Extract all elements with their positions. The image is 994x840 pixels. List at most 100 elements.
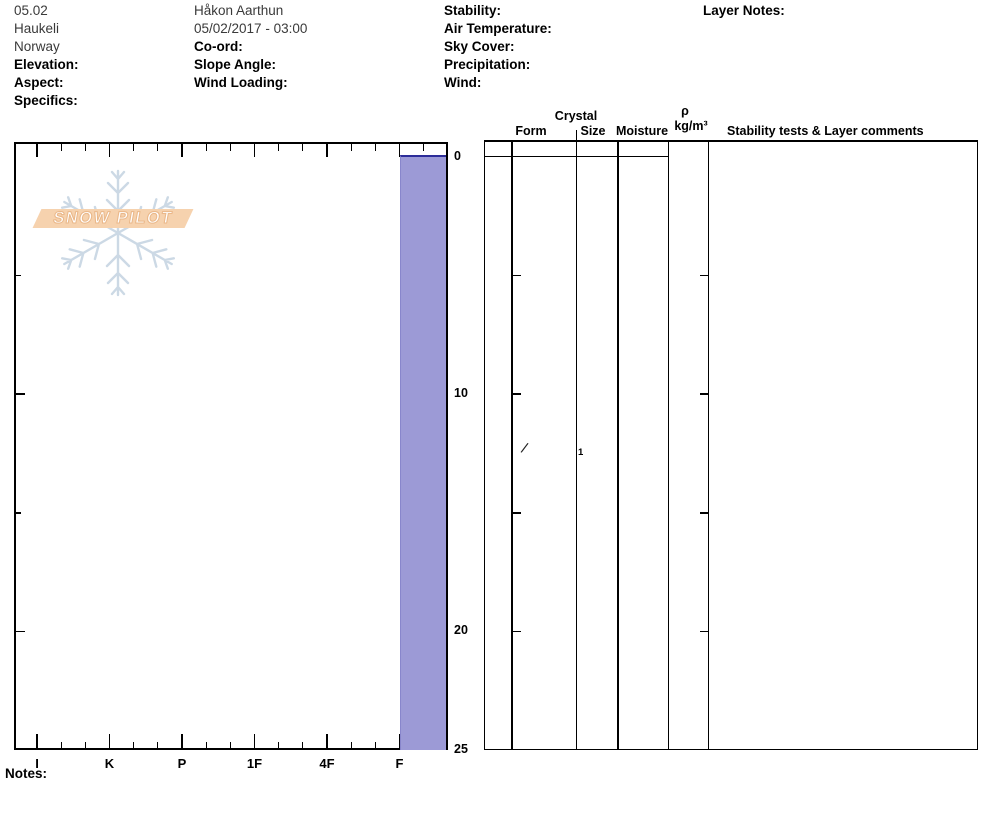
table-surface-line [483, 155, 669, 157]
hardness-tick-label: I [35, 756, 39, 771]
hardness-minor-tick [278, 144, 280, 151]
header-column-conditions: Stability: Air Temperature: Sky Cover: P… [444, 2, 552, 92]
hardness-tick-label: K [104, 756, 115, 771]
depth-tick [512, 630, 521, 633]
site-country: Norway [14, 39, 60, 54]
hardness-major-tick [326, 144, 328, 157]
depth-tick-label: 0 [454, 149, 461, 163]
header-column-layer-notes: Layer Notes: [703, 2, 785, 20]
hardness-minor-tick [84, 742, 86, 748]
hardness-major-tick [253, 734, 256, 748]
hardness-minor-tick [374, 144, 376, 151]
depth-tick [16, 393, 25, 395]
sky-cover-label: Sky Cover: [444, 39, 515, 54]
slope-angle-label: Slope Angle: [194, 57, 277, 72]
hardness-minor-tick [278, 742, 280, 748]
depth-tick-label: 25 [454, 742, 468, 756]
table-bottom-border [483, 748, 978, 750]
hardness-minor-tick [350, 144, 352, 151]
depth-tick [512, 274, 521, 277]
hardness-minor-tick [229, 144, 231, 151]
header-column-observer: Håkon Aarthun 05/02/2017 - 03:00 Co-ord:… [194, 2, 307, 92]
observer-name: Håkon Aarthun [194, 3, 284, 18]
hardness-major-tick [36, 734, 38, 748]
hardness-major-tick [398, 144, 401, 157]
comments-column-header: Stability tests & Layer comments [727, 124, 924, 138]
form-column-header: Form [515, 124, 547, 138]
site-location: Haukeli [14, 21, 60, 36]
aspect-label: Aspect: [14, 75, 64, 90]
hardness-major-tick [108, 734, 111, 748]
density-units-header: kg/m³ [674, 119, 708, 133]
specifics-label: Specifics: [14, 93, 78, 108]
hardness-tick-label: P [177, 756, 187, 771]
hardness-minor-tick [133, 144, 135, 151]
wind-label: Wind: [444, 75, 482, 90]
hardness-minor-tick [205, 144, 207, 151]
observation-datetime: 05/02/2017 - 03:00 [194, 21, 308, 36]
hardness-minor-tick [205, 742, 207, 748]
hardness-tick-label: 4F [319, 756, 335, 771]
hardness-minor-tick [302, 144, 304, 151]
hardness-minor-tick [229, 742, 231, 748]
table-divider-density [667, 140, 669, 750]
depth-tick [512, 512, 521, 514]
density-symbol-header: ρ [681, 104, 689, 118]
hardness-minor-tick [133, 742, 135, 748]
hardness-minor-tick [157, 144, 159, 151]
depth-tick [16, 630, 25, 633]
site-id: 05.02 [14, 3, 48, 18]
header-column-site: 05.02 Haukeli Norway Elevation: Aspect: … [14, 2, 79, 110]
precipitation-label: Precipitation: [444, 57, 531, 72]
hardness-tick-label: 1F [246, 756, 263, 771]
hardness-minor-tick [60, 742, 62, 748]
depth-tick [699, 274, 708, 277]
crystal-header: Crystal [554, 109, 598, 123]
depth-tick-label: 10 [454, 386, 468, 401]
depth-tick [699, 630, 708, 633]
hardness-minor-tick [302, 742, 304, 748]
hardness-major-tick [181, 144, 183, 157]
stability-label: Stability: [444, 3, 502, 18]
hardness-major-tick [326, 734, 328, 748]
notes-label: Notes: [5, 766, 48, 781]
depth-tick [699, 512, 708, 514]
hardness-tick-label: F [395, 756, 404, 771]
table-divider-size [575, 140, 577, 750]
hardness-minor-tick [374, 742, 376, 748]
coord-label: Co-ord: [194, 39, 243, 54]
snow-layer-bar [399, 155, 446, 750]
table-divider-form [511, 140, 513, 750]
grain-size-value: 1 [578, 446, 584, 458]
air-temperature-label: Air Temperature: [444, 21, 552, 36]
table-left-border [483, 140, 485, 750]
form-size-header-tick [575, 130, 577, 140]
depth-tick-label: 20 [454, 623, 468, 638]
depth-tick [512, 393, 521, 395]
depth-tick [699, 393, 708, 395]
hardness-major-tick [253, 144, 256, 157]
moisture-column-header: Moisture [615, 124, 669, 138]
profile-chart-frame [14, 142, 448, 750]
table-divider-comments [707, 140, 709, 750]
grain-form-symbol: / [519, 439, 530, 457]
hardness-minor-tick [157, 742, 159, 748]
depth-tick [16, 274, 21, 277]
hardness-major-tick [108, 144, 111, 157]
layer-notes-label: Layer Notes: [703, 3, 785, 18]
depth-tick [16, 512, 21, 514]
hardness-minor-tick [423, 144, 425, 151]
table-top-border [483, 140, 978, 142]
hardness-major-tick [181, 734, 183, 748]
hardness-minor-tick [84, 144, 86, 151]
hardness-minor-tick [60, 144, 62, 151]
wind-loading-label: Wind Loading: [194, 75, 288, 90]
hardness-minor-tick [350, 742, 352, 748]
table-divider-moisture [617, 140, 619, 750]
size-column-header: Size [580, 124, 606, 138]
hardness-major-tick [36, 144, 38, 157]
table-right-border [976, 140, 978, 750]
elevation-label: Elevation: [14, 57, 79, 72]
